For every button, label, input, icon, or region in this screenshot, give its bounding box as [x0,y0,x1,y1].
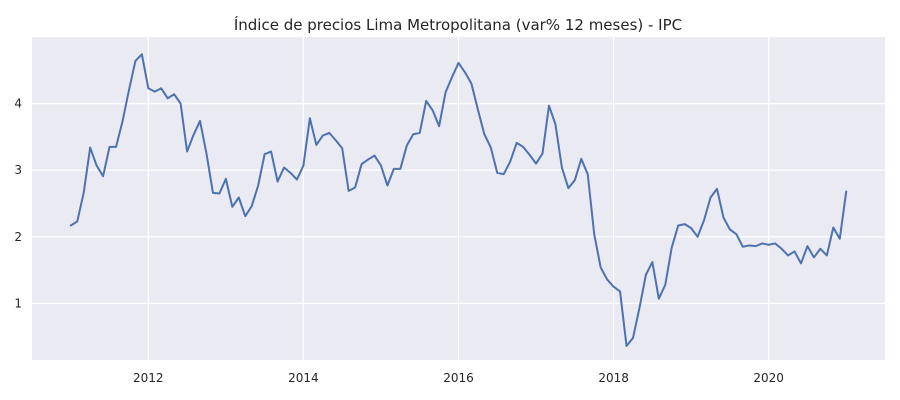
y-tick-label: 1 [14,296,22,310]
y-tick-label: 2 [14,230,22,244]
x-tick-label: 2016 [443,371,474,385]
series-line [69,53,848,348]
x-tick-label: 2018 [598,371,629,385]
y-axis-ticks: 1 2 3 4 [14,97,22,311]
x-tick-label: 2012 [133,371,164,385]
chart-title: Índice de precios Lima Metropolitana (va… [234,15,682,34]
y-tick-label: 4 [14,97,22,111]
y-tick-label: 3 [14,163,22,177]
series-layer [69,53,848,348]
x-tick-label: 2014 [288,371,319,385]
grid-lines [32,37,885,360]
x-tick-label: 2020 [753,371,784,385]
x-axis-ticks: 2012 2014 2016 2018 2020 [133,371,784,385]
